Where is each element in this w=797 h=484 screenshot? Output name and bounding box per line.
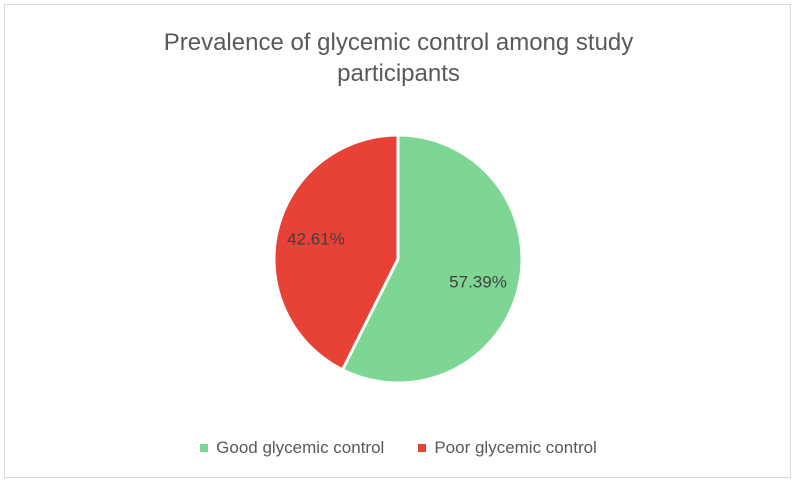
legend-item-good: Good glycemic control — [200, 438, 384, 458]
legend-swatch-good — [200, 444, 209, 452]
legend-label-poor: Poor glycemic control — [434, 438, 597, 457]
legend-item-poor: Poor glycemic control — [418, 438, 597, 458]
data-label-poor: 42.61% — [287, 229, 345, 248]
legend-label-good: Good glycemic control — [216, 438, 385, 457]
pie-slice-poor — [272, 133, 400, 372]
pie-slice-good — [340, 133, 524, 385]
data-label-good: 57.39% — [449, 272, 507, 291]
chart-title: Prevalence of glycemic control among stu… — [163, 29, 634, 87]
legend: Good glycemic control Poor glycemic cont… — [0, 436, 797, 460]
legend-swatch-poor — [418, 444, 427, 452]
